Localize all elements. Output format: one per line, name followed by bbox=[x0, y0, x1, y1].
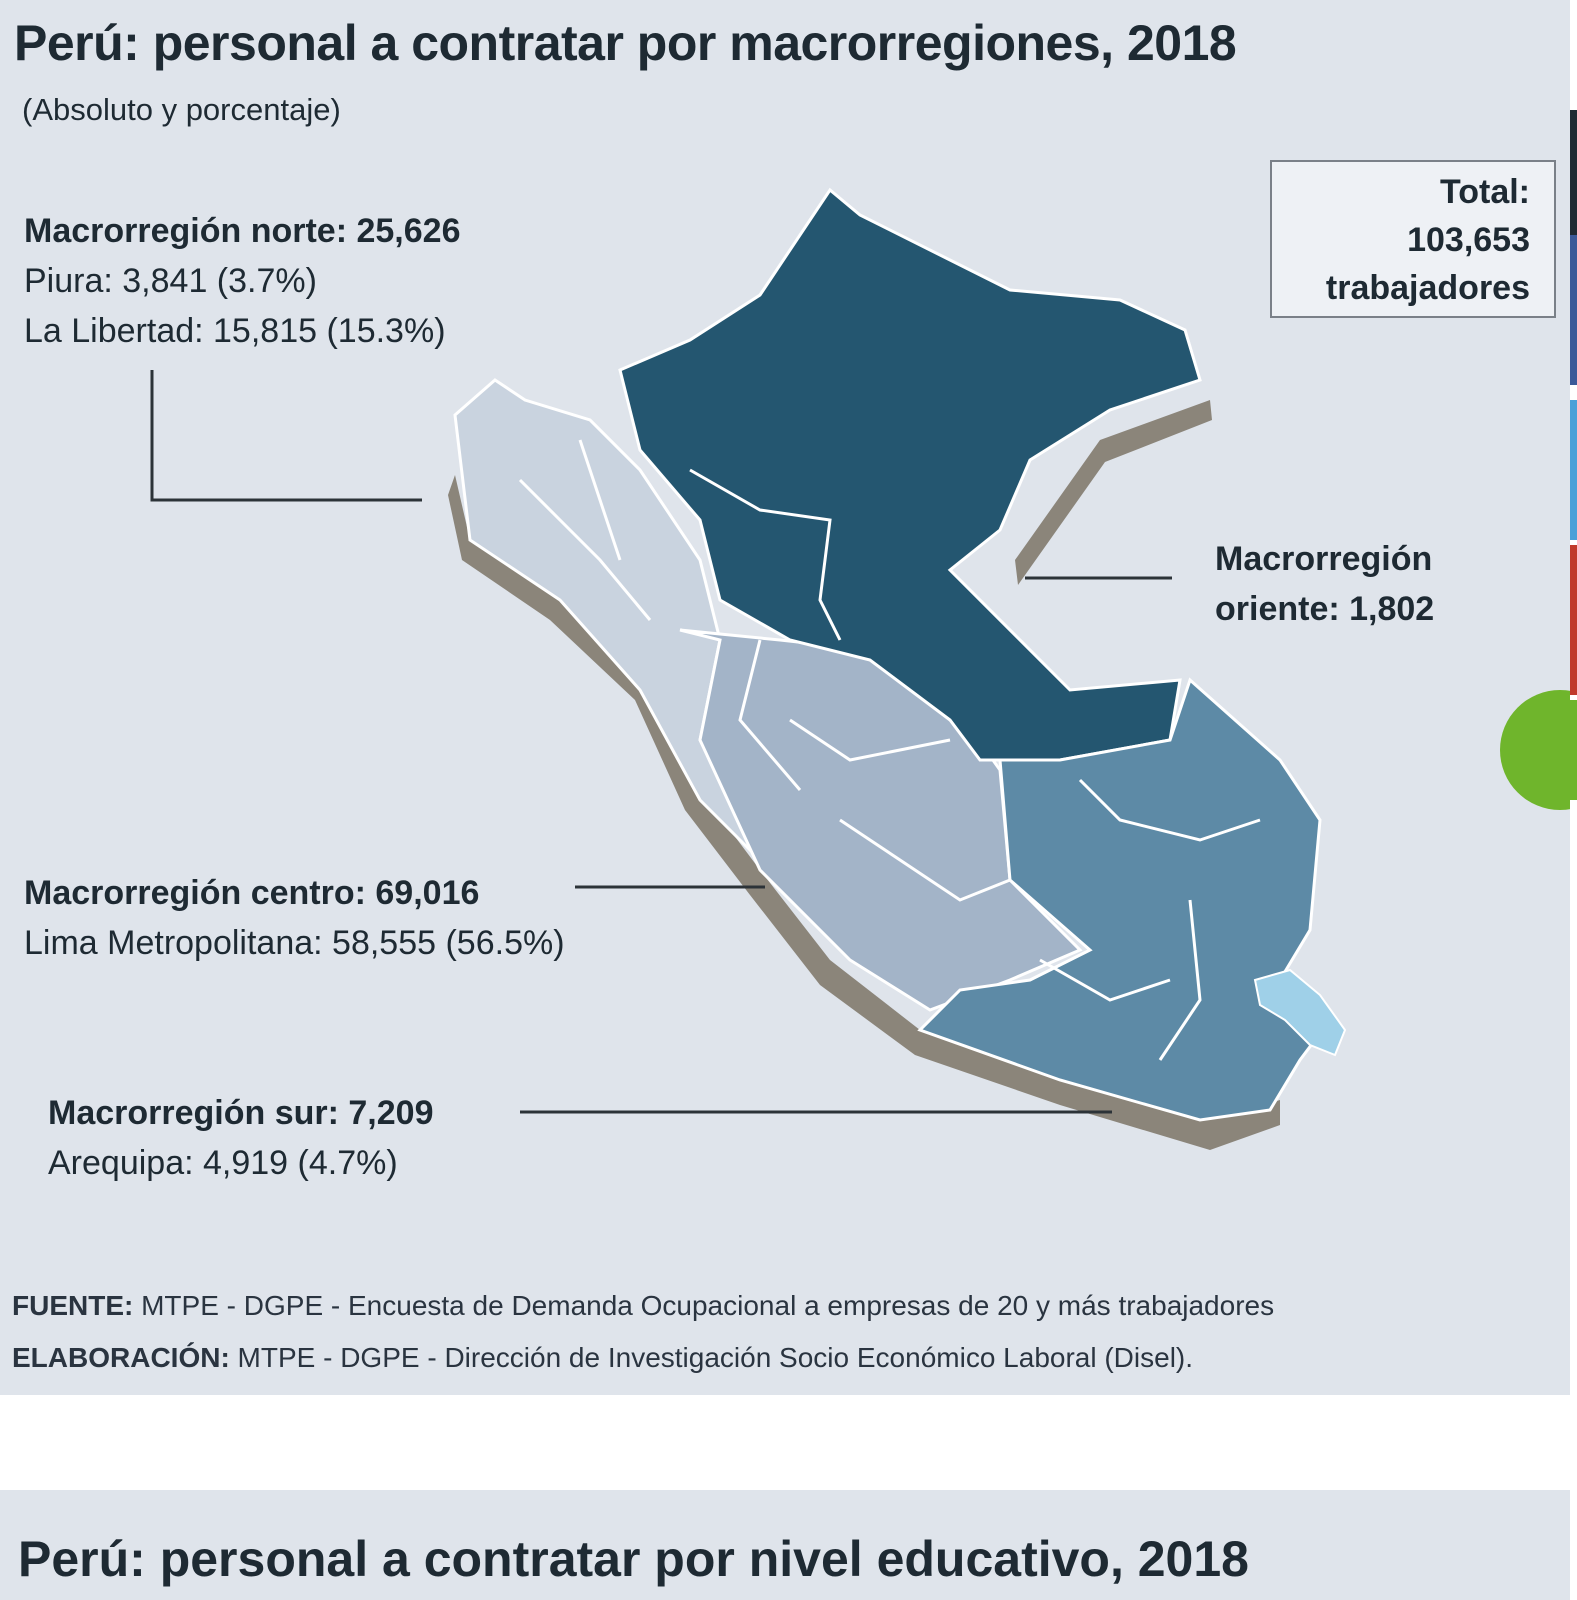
label-sur-arequipa: Arequipa: 4,919 (4.7%) bbox=[48, 1144, 398, 1182]
page-edge-strip bbox=[1570, 0, 1577, 1600]
label-norte-piura: Piura: 3,841 (3.7%) bbox=[24, 262, 317, 300]
label-sur: Macrorregión sur: 7,209 Arequipa: 4,919 … bbox=[48, 1088, 433, 1188]
total-box: Total: 103,653 trabajadores bbox=[1270, 160, 1556, 318]
footer-elaboracion-label: ELABORACIÓN: bbox=[12, 1342, 230, 1373]
footer-elaboracion-text: MTPE - DGPE - Dirección de Investigación… bbox=[229, 1342, 1194, 1373]
map-extrusion-walls bbox=[448, 400, 1280, 1150]
total-unit: trabajadores bbox=[1325, 269, 1530, 307]
lake-titicaca bbox=[1253, 968, 1347, 1057]
chart-title: Perú: personal a contratar por macrorreg… bbox=[14, 15, 1237, 71]
second-infographic-panel bbox=[0, 1490, 1570, 1600]
edge-segment-dark bbox=[1570, 110, 1577, 235]
label-norte-libertad: La Libertad: 15,815 (15.3%) bbox=[24, 312, 446, 350]
leader-line-norte bbox=[150, 370, 422, 502]
footer-fuente-label: FUENTE: bbox=[12, 1290, 134, 1321]
footer-elaboracion: ELABORACIÓN: MTPE - DGPE - Dirección de … bbox=[12, 1342, 1193, 1374]
label-oriente-head1: Macrorregión bbox=[1215, 540, 1433, 578]
label-norte: Macrorregión norte: 25,626 Piura: 3,841 … bbox=[24, 206, 460, 356]
region-oriente bbox=[618, 187, 1202, 762]
edge-segment-red bbox=[1570, 545, 1577, 695]
label-centro: Macrorregión centro: 69,016 Lima Metropo… bbox=[24, 868, 565, 968]
edge-segment-blue bbox=[1570, 235, 1577, 385]
label-oriente-head2: oriente: 1,802 bbox=[1215, 590, 1435, 628]
total-value: 103,653 bbox=[1407, 221, 1530, 259]
footer-fuente-text: MTPE - DGPE - Encuesta de Demanda Ocupac… bbox=[133, 1290, 1275, 1321]
department-borders bbox=[518, 439, 1261, 1061]
total-label: Total: bbox=[1439, 173, 1530, 211]
footer-fuente: FUENTE: MTPE - DGPE - Encuesta de Demand… bbox=[12, 1290, 1274, 1322]
label-sur-head: Macrorregión sur: 7,209 bbox=[48, 1094, 434, 1132]
label-norte-head: Macrorregión norte: 25,626 bbox=[24, 212, 461, 250]
label-centro-head: Macrorregión centro: 69,016 bbox=[24, 874, 480, 912]
edge-segment-lightblue bbox=[1570, 400, 1577, 540]
second-chart-title: Perú: personal a contratar por nivel edu… bbox=[18, 1531, 1249, 1587]
chart-subtitle: (Absoluto y porcentaje) bbox=[22, 92, 341, 127]
edge-segment-green bbox=[1570, 700, 1577, 800]
region-sur bbox=[917, 677, 1333, 1122]
label-centro-lima: Lima Metropolitana: 58,555 (56.5%) bbox=[24, 924, 565, 962]
peru-map bbox=[150, 187, 1347, 1150]
label-oriente: Macrorregión oriente: 1,802 bbox=[1215, 534, 1434, 634]
